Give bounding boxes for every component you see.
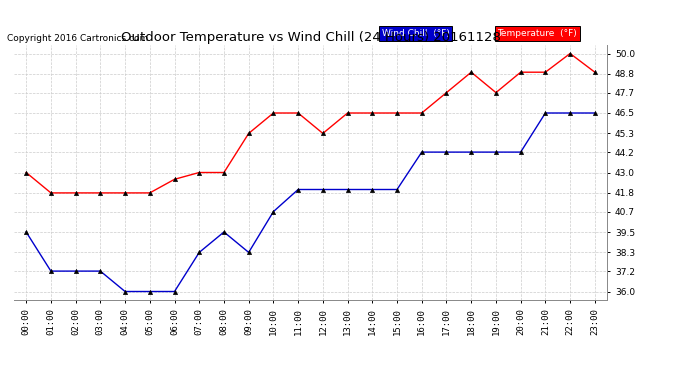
Text: Wind Chill  (°F): Wind Chill (°F) <box>382 29 450 38</box>
Text: Copyright 2016 Cartronics.com: Copyright 2016 Cartronics.com <box>7 34 148 43</box>
Text: Temperature  (°F): Temperature (°F) <box>497 29 577 38</box>
Title: Outdoor Temperature vs Wind Chill (24 Hours) 20161128: Outdoor Temperature vs Wind Chill (24 Ho… <box>121 31 500 44</box>
